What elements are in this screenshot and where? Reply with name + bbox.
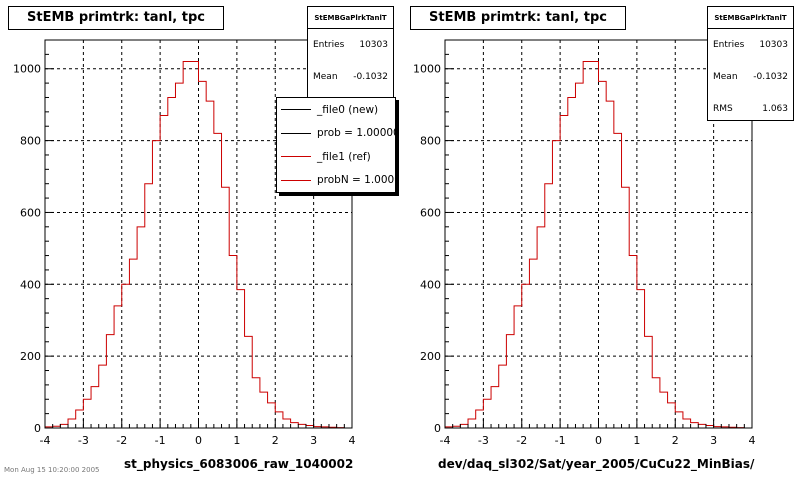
y-tick-label: 600 xyxy=(20,206,41,219)
legend-entry: _file0 (new) xyxy=(277,98,395,122)
x-tick-label: -3 xyxy=(478,434,489,447)
y-tick-label: 200 xyxy=(20,350,41,363)
stats-row-rms: RMS 1.063 xyxy=(708,93,793,125)
x-tick-label: -2 xyxy=(516,434,527,447)
legend-entry: prob = 1.000000 xyxy=(277,122,395,146)
chart-title: StEMB primtrk: tanl, tpc xyxy=(410,6,626,30)
x-tick-label: -1 xyxy=(155,434,166,447)
legend: _file0 (new) prob = 1.000000 _file1 (ref… xyxy=(276,97,396,193)
stats-label: Mean xyxy=(713,72,738,82)
x-tick-label: 2 xyxy=(672,434,679,447)
x-tick-label: 3 xyxy=(710,434,717,447)
stats-row-entries: Entries 10303 xyxy=(708,29,793,61)
legend-label: probN = 1.000000 xyxy=(317,174,395,187)
x-tick-label: 4 xyxy=(749,434,756,447)
stats-row-mean: Mean -0.1032 xyxy=(708,61,793,93)
stats-box: StEMBGaPlrkTanlT Entries 10303 Mean -0.1… xyxy=(707,6,794,121)
stats-label: RMS xyxy=(713,104,733,114)
stats-value: -0.1032 xyxy=(353,72,388,82)
stats-name: StEMBGaPlrkTanlT xyxy=(308,7,393,29)
stats-value: 1.063 xyxy=(762,104,788,114)
legend-label: _file0 (new) xyxy=(317,103,379,116)
chart-panel-left: -4 -3 -2 -1 0 1 2 3 4 0 200 400 600 800 1000 StEMB pri… xyxy=(8,6,396,471)
legend-entry: _file1 (ref) xyxy=(277,145,395,169)
y-tick-label: 400 xyxy=(420,278,441,291)
legend-swatch xyxy=(281,109,311,111)
x-tick-label: -2 xyxy=(116,434,127,447)
x-tick-label: 4 xyxy=(349,434,356,447)
x-tick-label: 0 xyxy=(595,434,602,447)
legend-swatch xyxy=(281,156,311,158)
stats-box: StEMBGaPlrkTanlT Entries 10303 Mean -0.1… xyxy=(307,6,394,100)
stats-value: 10303 xyxy=(359,40,388,50)
legend-swatch xyxy=(281,132,311,134)
stats-row-mean: Mean -0.1032 xyxy=(308,61,393,93)
histogram-right: -4 -3 -2 -1 0 1 2 3 4 0 200 400 600 800 1000 xyxy=(413,39,756,447)
chart-title: StEMB primtrk: tanl, tpc xyxy=(8,6,224,30)
chart-panel-right: -4 -3 -2 -1 0 1 2 3 4 0 200 400 600 800 1000 StEMB pri… xyxy=(400,0,800,480)
legend-entry: probN = 1.000000 xyxy=(277,169,395,193)
file-label: dev/daq_sl302/Sat/year_2005/CuCu22_MinBi… xyxy=(438,457,755,471)
x-tick-label: -1 xyxy=(555,434,566,447)
y-tick-label: 800 xyxy=(20,135,41,148)
x-tick-label: 0 xyxy=(195,434,202,447)
stats-label: Entries xyxy=(313,40,345,50)
x-tick-label: -4 xyxy=(440,434,451,447)
stats-label: Mean xyxy=(313,72,338,82)
x-tick-label: 1 xyxy=(633,434,640,447)
stats-value: 10303 xyxy=(759,40,788,50)
stats-value: -0.1032 xyxy=(753,72,788,82)
x-tick-label: 2 xyxy=(272,434,279,447)
stats-name: StEMBGaPlrkTanlT xyxy=(708,7,793,29)
y-tick-label: 200 xyxy=(420,350,441,363)
y-tick-label: 1000 xyxy=(13,63,41,76)
legend-swatch xyxy=(281,179,311,181)
stats-label: Entries xyxy=(713,40,745,50)
y-tick-label: 800 xyxy=(420,135,441,148)
x-tick-label: -4 xyxy=(40,434,51,447)
date-stamp: Mon Aug 15 10:20:00 2005 xyxy=(4,466,100,474)
y-tick-label: 600 xyxy=(420,206,441,219)
stats-row-entries: Entries 10303 xyxy=(308,29,393,61)
y-tick-label: 1000 xyxy=(413,63,441,76)
x-tick-label: 3 xyxy=(310,434,317,447)
legend-label: _file1 (ref) xyxy=(317,150,371,163)
legend-label: prob = 1.000000 xyxy=(317,127,395,140)
y-tick-label: 400 xyxy=(20,278,41,291)
y-tick-label: 0 xyxy=(34,422,41,435)
file-label: st_physics_6083006_raw_1040002 xyxy=(124,457,354,471)
x-tick-label: 1 xyxy=(233,434,240,447)
y-tick-label: 0 xyxy=(434,422,441,435)
x-tick-label: -3 xyxy=(78,434,89,447)
